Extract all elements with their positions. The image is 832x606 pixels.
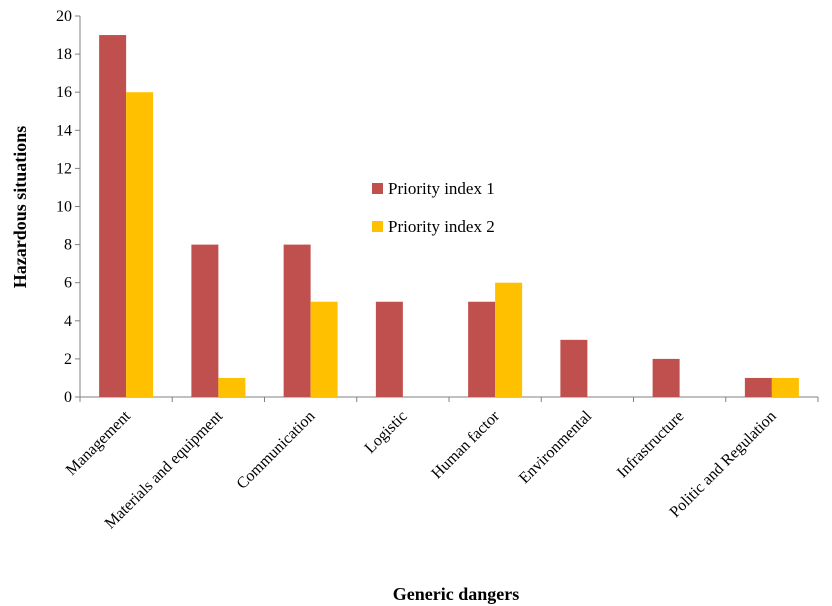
y-tick-label: 12 — [56, 160, 72, 177]
bar — [744, 377, 772, 397]
y-tick-label: 0 — [64, 389, 72, 406]
x-tick-label: Logistic — [362, 408, 411, 457]
y-tick-label: 8 — [64, 237, 72, 254]
x-tick-label: Politic and Regulation — [667, 408, 780, 521]
y-tick-label: 4 — [64, 313, 72, 330]
bar — [560, 339, 588, 397]
y-tick-label: 16 — [56, 84, 72, 101]
bar — [126, 92, 154, 397]
y-tick-label: 10 — [56, 199, 72, 216]
bar — [191, 244, 219, 397]
y-tick-label: 14 — [56, 122, 72, 139]
x-tick-label: Environmental — [516, 407, 596, 487]
bar — [652, 358, 680, 397]
x-tick-label: Infrastructure — [614, 408, 688, 482]
x-tick-label: Human factor — [428, 407, 503, 482]
legend: Priority index 1 Priority index 2 — [372, 179, 495, 236]
bars — [99, 35, 799, 398]
x-tick-label: Management — [63, 407, 134, 478]
y-tick-label: 2 — [64, 351, 72, 368]
y-tick-label: 20 — [56, 8, 72, 25]
y-tick-label: 6 — [64, 275, 72, 292]
bar — [375, 301, 403, 397]
y-axis: 0 2 4 6 8 10 12 14 16 18 20 — [56, 8, 81, 406]
legend-label: Priority index 2 — [388, 217, 495, 236]
bar — [495, 282, 523, 397]
bar — [218, 377, 246, 397]
bar — [771, 377, 799, 397]
x-tick-label: Communication — [234, 408, 319, 493]
x-axis-title: Generic dangers — [393, 584, 519, 604]
legend-swatch — [372, 221, 383, 232]
bar — [99, 35, 127, 398]
bar — [283, 244, 311, 397]
legend-label: Priority index 1 — [388, 179, 495, 198]
bar — [310, 301, 338, 397]
legend-swatch — [372, 183, 383, 194]
bar — [468, 301, 496, 397]
y-axis-title: Hazardous situations — [10, 126, 30, 289]
y-tick-label: 18 — [56, 46, 72, 63]
